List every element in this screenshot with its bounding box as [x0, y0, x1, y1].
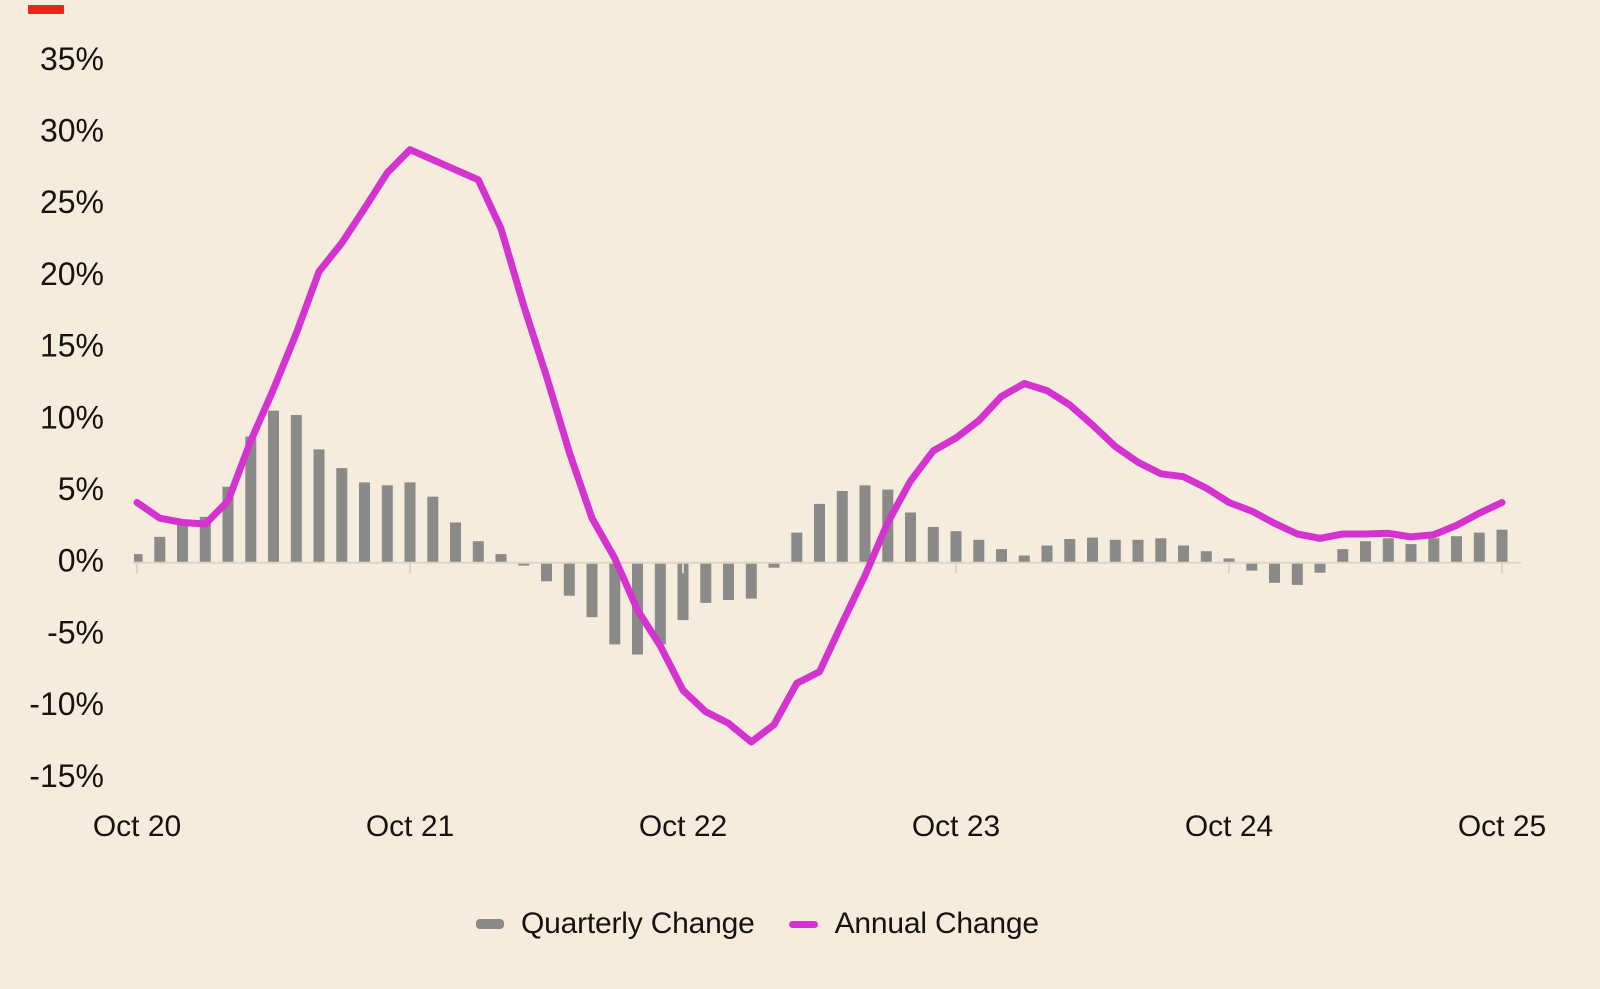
legend-label-annual-change: Annual Change: [834, 907, 1039, 940]
quarterly-bar: [1087, 537, 1098, 563]
x-axis-tick-label: Oct 23: [912, 810, 1000, 843]
legend-label-quarterly-change: Quarterly Change: [521, 907, 755, 940]
quarterly-bar: [586, 562, 598, 618]
y-axis-tick-label: 30%: [40, 113, 104, 149]
quarterly-bar: [1018, 555, 1030, 563]
y-axis-tick-label: 20%: [40, 256, 104, 292]
quarterly-bar: [1405, 544, 1417, 563]
x-axis-tick-label: Oct 22: [639, 810, 727, 843]
quarterly-bar: [700, 562, 712, 603]
x-axis-tick-label: Oct 24: [1185, 810, 1273, 843]
y-axis-tick-label: 15%: [40, 328, 104, 364]
quarterly-bar: [950, 531, 962, 563]
quarterly-bar: [1132, 539, 1144, 563]
quarterly-bar: [518, 562, 530, 566]
quarterly-bar: [290, 415, 302, 563]
quarterly-bar: [1337, 549, 1349, 563]
y-axis-tick-label: 25%: [40, 184, 104, 220]
quarterly-bar: [563, 562, 575, 596]
y-axis-tick-label: 35%: [40, 41, 104, 77]
quarterly-bar: [1382, 538, 1394, 563]
quarterly-bar: [199, 516, 211, 563]
quarterly-bar: [268, 410, 279, 563]
legend-item-annual-change: Annual Change: [788, 907, 1039, 941]
quarterly-bar: [154, 536, 166, 563]
quarterly-bar: [609, 562, 621, 645]
legend: Quarterly Change Annual Change: [476, 902, 1039, 946]
quarterly-bar: [1109, 539, 1121, 563]
quarterly-bar: [745, 562, 757, 599]
quarterly-bar: [1451, 536, 1462, 563]
quarterly-bar: [1041, 545, 1053, 563]
quarterly-bar: [404, 482, 416, 563]
quarterly-bar: [1428, 538, 1440, 563]
quarterly-bar: [654, 562, 666, 645]
y-axis-tick-label: -15%: [29, 758, 104, 794]
quarterly-bar: [1200, 551, 1212, 563]
quarterly-bar: [677, 562, 689, 621]
y-axis-tick-label: 5%: [58, 471, 104, 507]
quarterly-bar: [768, 562, 780, 568]
quarterly-bar: [222, 486, 234, 563]
x-axis-tick-label: Oct 21: [366, 810, 454, 843]
y-axis-tick-label: -10%: [29, 686, 104, 722]
y-axis-tick-label: 10%: [40, 399, 104, 435]
quarterly-bar: [450, 522, 461, 563]
quarterly-bar: [791, 532, 803, 563]
legend-item-quarterly-change: Quarterly Change: [476, 907, 755, 941]
quarterly-bar: [1178, 545, 1189, 563]
quarterly-bar: [1246, 562, 1258, 571]
quarterly-bar: [1496, 529, 1508, 563]
quarterly-bar: [134, 554, 143, 563]
quarterly-bar: [973, 539, 985, 563]
quarterly-bar: [1269, 562, 1280, 583]
quarterly-bar: [313, 449, 325, 563]
y-axis-tick-label: -5%: [47, 614, 104, 650]
quarterly-bar: [814, 503, 825, 563]
quarterly-bar: [1473, 532, 1485, 563]
quarterly-bar: [1155, 538, 1167, 563]
quarterly-bar: [927, 526, 939, 563]
annual-change-line: [133, 146, 1506, 746]
quarterly-bar: [541, 562, 552, 582]
quarterly-bar: [381, 485, 393, 563]
quarterly-bar: [177, 524, 188, 563]
quarterly-bar: [905, 512, 916, 563]
quarterly-bar: [1064, 539, 1076, 563]
x-axis-tick-label: Oct 20: [93, 810, 181, 843]
quarterly-bar: [1291, 562, 1303, 585]
quarterly-bar: [1223, 558, 1235, 563]
quarterly-bar: [1360, 541, 1371, 563]
quarterly-change-bars: [134, 410, 1508, 655]
quarterly-change-swatch-icon: [476, 919, 504, 929]
quarterly-bar: [836, 491, 848, 563]
quarterly-bar: [336, 468, 348, 563]
x-axis-tick-label: Oct 25: [1458, 810, 1546, 843]
quarterly-bar: [359, 482, 370, 563]
quarterly-bar: [723, 562, 734, 600]
quarterly-bar: [427, 496, 439, 563]
y-axis-tick-label: 0%: [58, 543, 104, 579]
quarterly-bar: [495, 554, 507, 563]
quarterly-bar: [472, 541, 484, 563]
quarterly-bar: [245, 436, 257, 563]
quarterly-bar: [996, 549, 1007, 563]
red-dash: [28, 5, 64, 14]
quarterly-bar: [1314, 562, 1326, 573]
annual-change-swatch-icon: [788, 920, 818, 928]
quarterly-bar: [859, 485, 871, 563]
